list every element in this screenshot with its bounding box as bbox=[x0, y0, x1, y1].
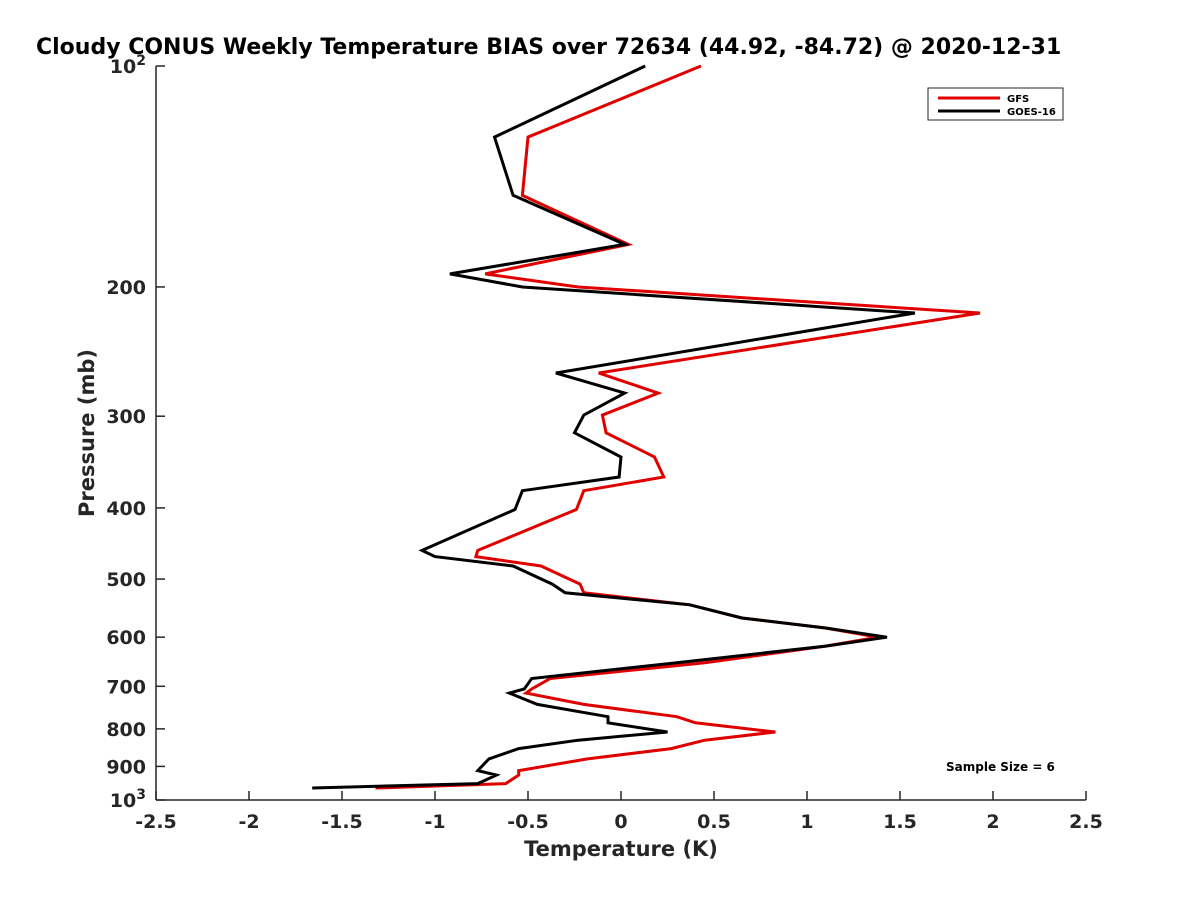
sample-size-annotation: Sample Size = 6 bbox=[946, 760, 1055, 774]
legend-box bbox=[927, 87, 1064, 121]
x-axis-label: Temperature (K) bbox=[524, 837, 718, 861]
y-tick-label: 500 bbox=[106, 569, 146, 591]
y-tick-label: 400 bbox=[106, 498, 146, 520]
plot-area bbox=[155, 66, 1086, 801]
y-tick-label: 300 bbox=[106, 406, 146, 428]
y-tick-label: 200 bbox=[106, 277, 146, 299]
x-tick-label: -2 bbox=[238, 811, 259, 833]
x-tick-label: -2.5 bbox=[135, 811, 177, 833]
y-tick-label: 800 bbox=[106, 719, 146, 741]
x-axis-ticks: -2.5 -2 -1.5 -1 -0.5 0 0.5 1 1.5 2 2.5 bbox=[135, 791, 1103, 833]
series-line-gfs bbox=[375, 64, 981, 790]
x-tick-label: -1 bbox=[424, 811, 445, 833]
series-lines bbox=[312, 64, 981, 790]
y-tick-label: 103 bbox=[110, 787, 146, 812]
x-tick-label: 2 bbox=[986, 811, 999, 833]
series-line-goes-16 bbox=[312, 64, 916, 790]
y-axis-ticks: 102 200 300 400 500 600 700 800 900 103 bbox=[106, 53, 165, 812]
x-tick-label: 0.5 bbox=[697, 811, 731, 833]
x-tick-label: -1.5 bbox=[321, 811, 363, 833]
legend: GFS GOES-16 bbox=[927, 87, 1064, 121]
x-tick-label: 1.5 bbox=[883, 811, 917, 833]
chart-title: Cloudy CONUS Weekly Temperature BIAS ove… bbox=[36, 35, 1061, 60]
legend-label-gfs: GFS bbox=[1007, 94, 1029, 105]
x-tick-label: -0.5 bbox=[507, 811, 549, 833]
x-tick-label: 1 bbox=[800, 811, 813, 833]
y-axis-label: Pressure (mb) bbox=[75, 349, 99, 517]
y-tick-label: 102 bbox=[110, 53, 146, 78]
y-tick-label: 900 bbox=[106, 756, 146, 778]
x-tick-label: 2.5 bbox=[1069, 811, 1103, 833]
y-tick-label: 600 bbox=[106, 627, 146, 649]
x-tick-label: 0 bbox=[614, 811, 627, 833]
legend-label-goes-16: GOES-16 bbox=[1007, 107, 1056, 118]
y-tick-label: 700 bbox=[106, 676, 146, 698]
